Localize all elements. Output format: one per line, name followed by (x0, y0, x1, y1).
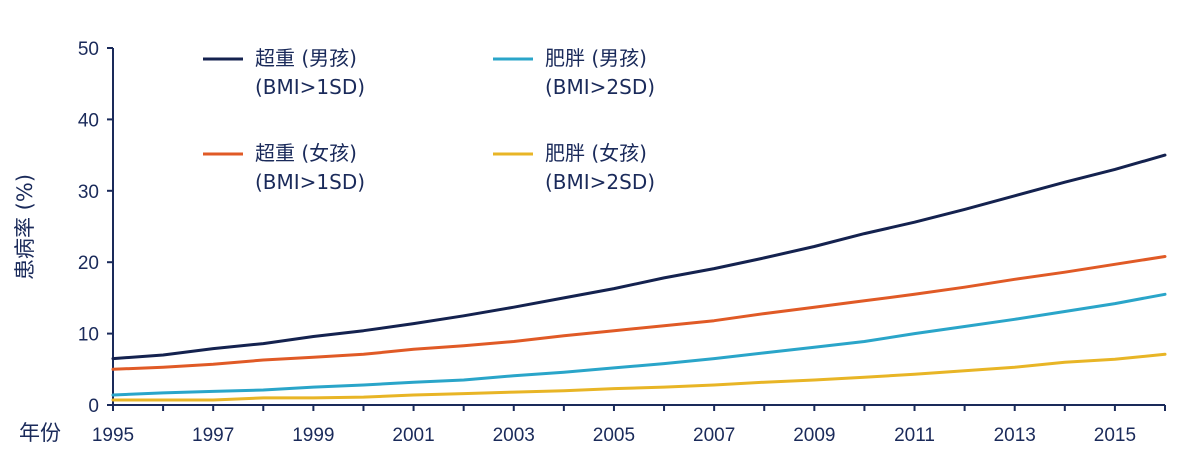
y-tick-label: 40 (78, 110, 99, 131)
x-tick-label: 2001 (392, 425, 434, 446)
y-tick-label: 0 (88, 396, 99, 417)
legend: 超重 (男孩) (BMI>1SD) 肥胖 (男孩) (BMI>2SD) 超重 (女孩) (… (203, 46, 655, 194)
y-tick-label: 10 (78, 325, 99, 346)
x-tick-label: 2005 (593, 425, 635, 446)
series-line-1 (111, 153, 1167, 361)
series-line-3 (111, 255, 1167, 371)
y-axis-label: 患病率 (%) (13, 174, 37, 280)
y-tick-label: 30 (78, 182, 99, 203)
legend-sublabel: (BMI>1SD) (255, 170, 365, 194)
x-tick-label: 2011 (894, 425, 935, 446)
series-lines (111, 153, 1167, 402)
x-tick-label: 2015 (1094, 425, 1136, 446)
x-tick-label: 1999 (292, 425, 334, 446)
legend-sublabel: (BMI>2SD) (545, 170, 655, 194)
series-line-2 (111, 292, 1167, 397)
x-tick-label: 2013 (994, 425, 1036, 446)
legend-label: 肥胖 (男孩) (545, 46, 647, 70)
legend-label: 超重 (男孩) (255, 46, 357, 70)
x-tick-label: 2007 (693, 425, 735, 446)
y-tick-label: 50 (78, 39, 99, 60)
x-tick-labels: 1995 1997 1999 2001 2003 2005 2007 2009 2011 2013… (92, 425, 1136, 446)
legend-entry-2: 肥胖 (男孩) (BMI>2SD) (493, 46, 655, 99)
axes (107, 47, 1166, 411)
series-line-4 (111, 352, 1167, 402)
x-tick-label: 2009 (793, 425, 835, 446)
y-tick-label: 20 (78, 253, 99, 274)
x-tick-label: 2003 (493, 425, 535, 446)
legend-sublabel: (BMI>2SD) (545, 75, 655, 99)
legend-label: 肥胖 (女孩) (545, 141, 647, 165)
legend-entry-3: 超重 (女孩) (BMI>1SD) (203, 141, 365, 194)
x-tick-label: 1997 (192, 425, 234, 446)
legend-label: 超重 (女孩) (255, 141, 357, 165)
legend-entry-1: 超重 (男孩) (BMI>1SD) (203, 46, 365, 99)
x-axis-label: 年份 (19, 421, 61, 445)
y-tick-labels: 0 10 20 30 40 50 (78, 39, 99, 417)
legend-sublabel: (BMI>1SD) (255, 75, 365, 99)
legend-entry-4: 肥胖 (女孩) (BMI>2SD) (493, 141, 655, 194)
x-tick-label: 1995 (92, 425, 134, 446)
